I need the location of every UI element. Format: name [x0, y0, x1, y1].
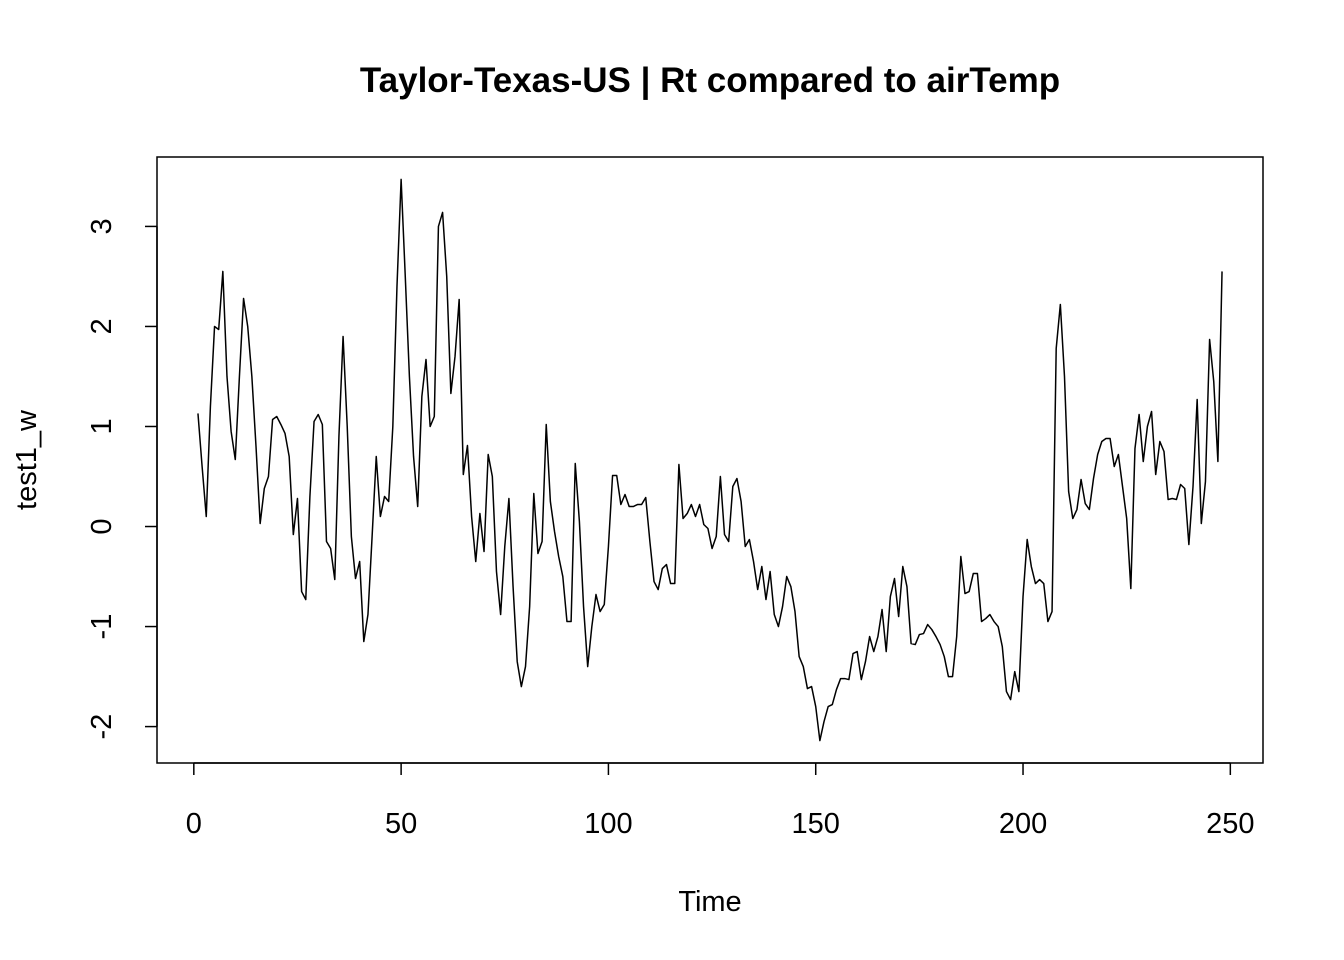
x-tick-label: 100 — [584, 808, 632, 840]
y-tick-label: 1 — [86, 418, 118, 434]
y-tick-label: 3 — [86, 218, 118, 234]
y-tick-label: 2 — [86, 318, 118, 334]
y-tick-label: -1 — [86, 614, 118, 640]
x-axis-label: Time — [678, 886, 741, 918]
x-tick-label: 0 — [186, 808, 202, 840]
y-tick-label: 0 — [86, 518, 118, 534]
x-tick-label: 150 — [792, 808, 840, 840]
x-tick-label: 250 — [1206, 808, 1254, 840]
x-tick-label: 200 — [999, 808, 1047, 840]
chart-title: Taylor-Texas-US | Rt compared to airTemp — [360, 61, 1060, 100]
y-axis-label: test1_w — [11, 409, 43, 510]
y-tick-label: -2 — [86, 714, 118, 740]
x-tick-label: 50 — [385, 808, 417, 840]
data-line — [197, 178, 1223, 742]
